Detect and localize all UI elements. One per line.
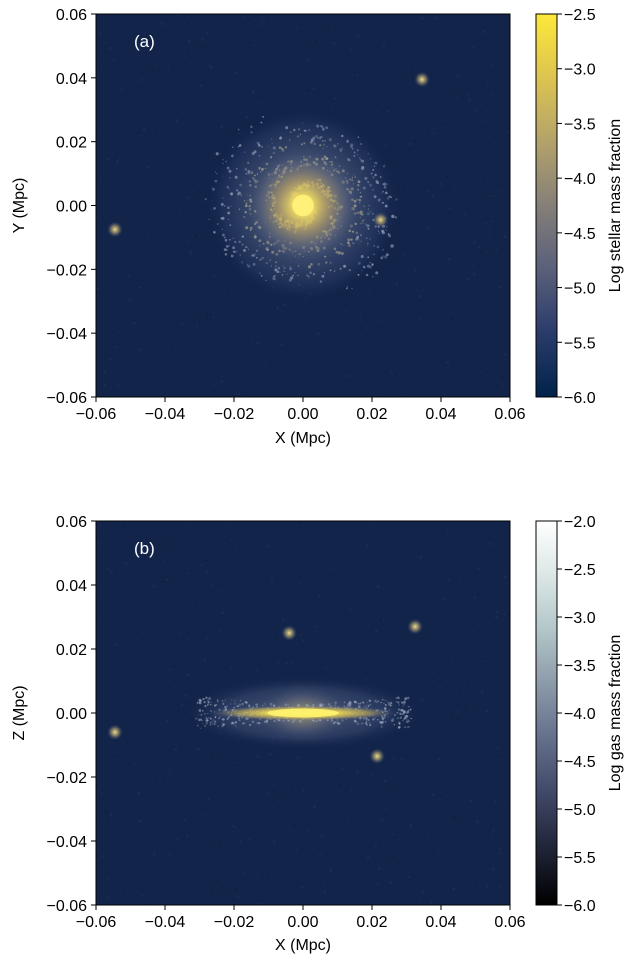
x-tick-label: −0.04: [145, 914, 186, 931]
x-tick-label: −0.06: [76, 406, 117, 423]
y-tick-label: 0.06: [56, 514, 87, 531]
satellite-galaxy: [106, 724, 123, 741]
panel-a: (a) −0.06 −0.04 −0.02 0.00 0.02 0.04 0.06 −0.0…: [11, 7, 624, 447]
panel-b-x-axis-label: X (Mpc): [275, 937, 331, 954]
panel-a-y-ticks: −0.06 −0.04 −0.02 0.00 0.02 0.04 0.06: [47, 7, 96, 407]
colorbar-tick-label: −4.5: [564, 754, 596, 771]
x-tick-label: 0.02: [356, 914, 387, 931]
colorbar-tick-label: −2.5: [564, 562, 596, 579]
panel-a-x-axis-label: X (Mpc): [275, 430, 331, 447]
x-tick-label: 0.06: [494, 914, 525, 931]
colorbar-tick-label: −6.0: [564, 390, 596, 407]
satellite-galaxy: [106, 221, 123, 238]
panel-b-label: (b): [134, 539, 155, 558]
panel-a-colorbar-label: Log stellar mass fraction: [607, 119, 624, 292]
x-tick-label: −0.02: [214, 914, 255, 931]
colorbar-tick-label: −3.0: [564, 610, 596, 627]
panel-a-y-axis-label: Y (Mpc): [11, 178, 28, 234]
panel-a-colorbar: [535, 13, 558, 398]
colorbar-tick-label: −5.5: [564, 335, 596, 352]
y-tick-label: 0.02: [56, 642, 87, 659]
y-tick-label: −0.06: [47, 898, 88, 915]
galaxy-core: [292, 194, 314, 217]
satellite-galaxy: [369, 748, 386, 765]
x-tick-label: 0.00: [287, 406, 318, 423]
y-tick-label: −0.04: [47, 834, 88, 851]
y-tick-label: −0.02: [47, 262, 88, 279]
panel-b-y-ticks: −0.06 −0.04 −0.02 0.00 0.02 0.04 0.06: [47, 514, 96, 915]
panel-a-colorbar-ticks: −6.0 −5.5 −5.0 −4.5 −4.0 −3.5 −3.0 −2.5: [557, 7, 596, 407]
colorbar-tick-label: −5.0: [564, 281, 596, 298]
colorbar-tick-label: −3.0: [564, 62, 596, 79]
colorbar-tick-label: −4.5: [564, 226, 596, 243]
panel-b-colorbar: [535, 520, 558, 906]
x-tick-label: 0.04: [425, 406, 456, 423]
panel-b-y-axis-label: Z (Mpc): [11, 685, 28, 740]
panel-a-label: (a): [134, 32, 155, 51]
colorbar-tick-label: −4.0: [564, 706, 596, 723]
x-tick-label: 0.02: [356, 406, 387, 423]
x-tick-label: −0.04: [145, 406, 186, 423]
y-tick-label: 0.02: [56, 135, 87, 152]
y-tick-label: −0.06: [47, 390, 88, 407]
satellite-galaxy: [414, 71, 431, 88]
colorbar-tick-label: −6.0: [564, 898, 596, 915]
colorbar-tick-label: −2.5: [564, 7, 596, 24]
y-tick-label: 0.06: [56, 7, 87, 24]
x-tick-label: 0.00: [287, 914, 318, 931]
panel-b-colorbar-label: Log gas mass fraction: [607, 635, 624, 792]
colorbar-tick-label: −5.0: [564, 802, 596, 819]
x-tick-label: −0.06: [76, 914, 117, 931]
panel-b-x-ticks: −0.06 −0.04 −0.02 0.00 0.02 0.04 0.06: [76, 905, 526, 931]
x-tick-label: −0.02: [214, 406, 255, 423]
satellite-galaxy: [407, 618, 424, 635]
panel-b-noise: [97, 521, 510, 905]
colorbar-tick-label: −3.5: [564, 116, 596, 133]
colorbar-tick-label: −3.5: [564, 658, 596, 675]
colorbar-tick-label: −2.0: [564, 514, 596, 531]
y-tick-label: 0.00: [56, 706, 87, 723]
panel-b-image: [96, 521, 510, 905]
satellite-galaxy: [372, 211, 389, 228]
y-tick-label: −0.04: [47, 326, 88, 343]
colorbar-tick-label: −4.0: [564, 171, 596, 188]
x-tick-label: 0.06: [494, 406, 525, 423]
panel-b: (b) −0.06 −0.04 −0.02 0.00 0.02 0.04 0.06 −0.0…: [11, 514, 624, 954]
y-tick-label: 0.04: [56, 71, 87, 88]
panel-b-colorbar-ticks: −6.0 −5.5 −5.0 −4.5 −4.0 −3.5 −3.0 −2.5 −2.0: [557, 514, 596, 915]
panel-a-noise: [96, 14, 510, 397]
colorbar-tick-label: −5.5: [564, 850, 596, 867]
galaxy-core: [267, 708, 339, 718]
y-tick-label: −0.02: [47, 770, 88, 787]
y-tick-label: 0.00: [56, 199, 87, 216]
panel-a-image: [96, 14, 510, 397]
y-tick-label: 0.04: [56, 578, 87, 595]
x-tick-label: 0.04: [425, 914, 456, 931]
panel-a-x-ticks: −0.06 −0.04 −0.02 0.00 0.02 0.04 0.06: [76, 397, 526, 423]
satellite-galaxy: [281, 625, 298, 641]
